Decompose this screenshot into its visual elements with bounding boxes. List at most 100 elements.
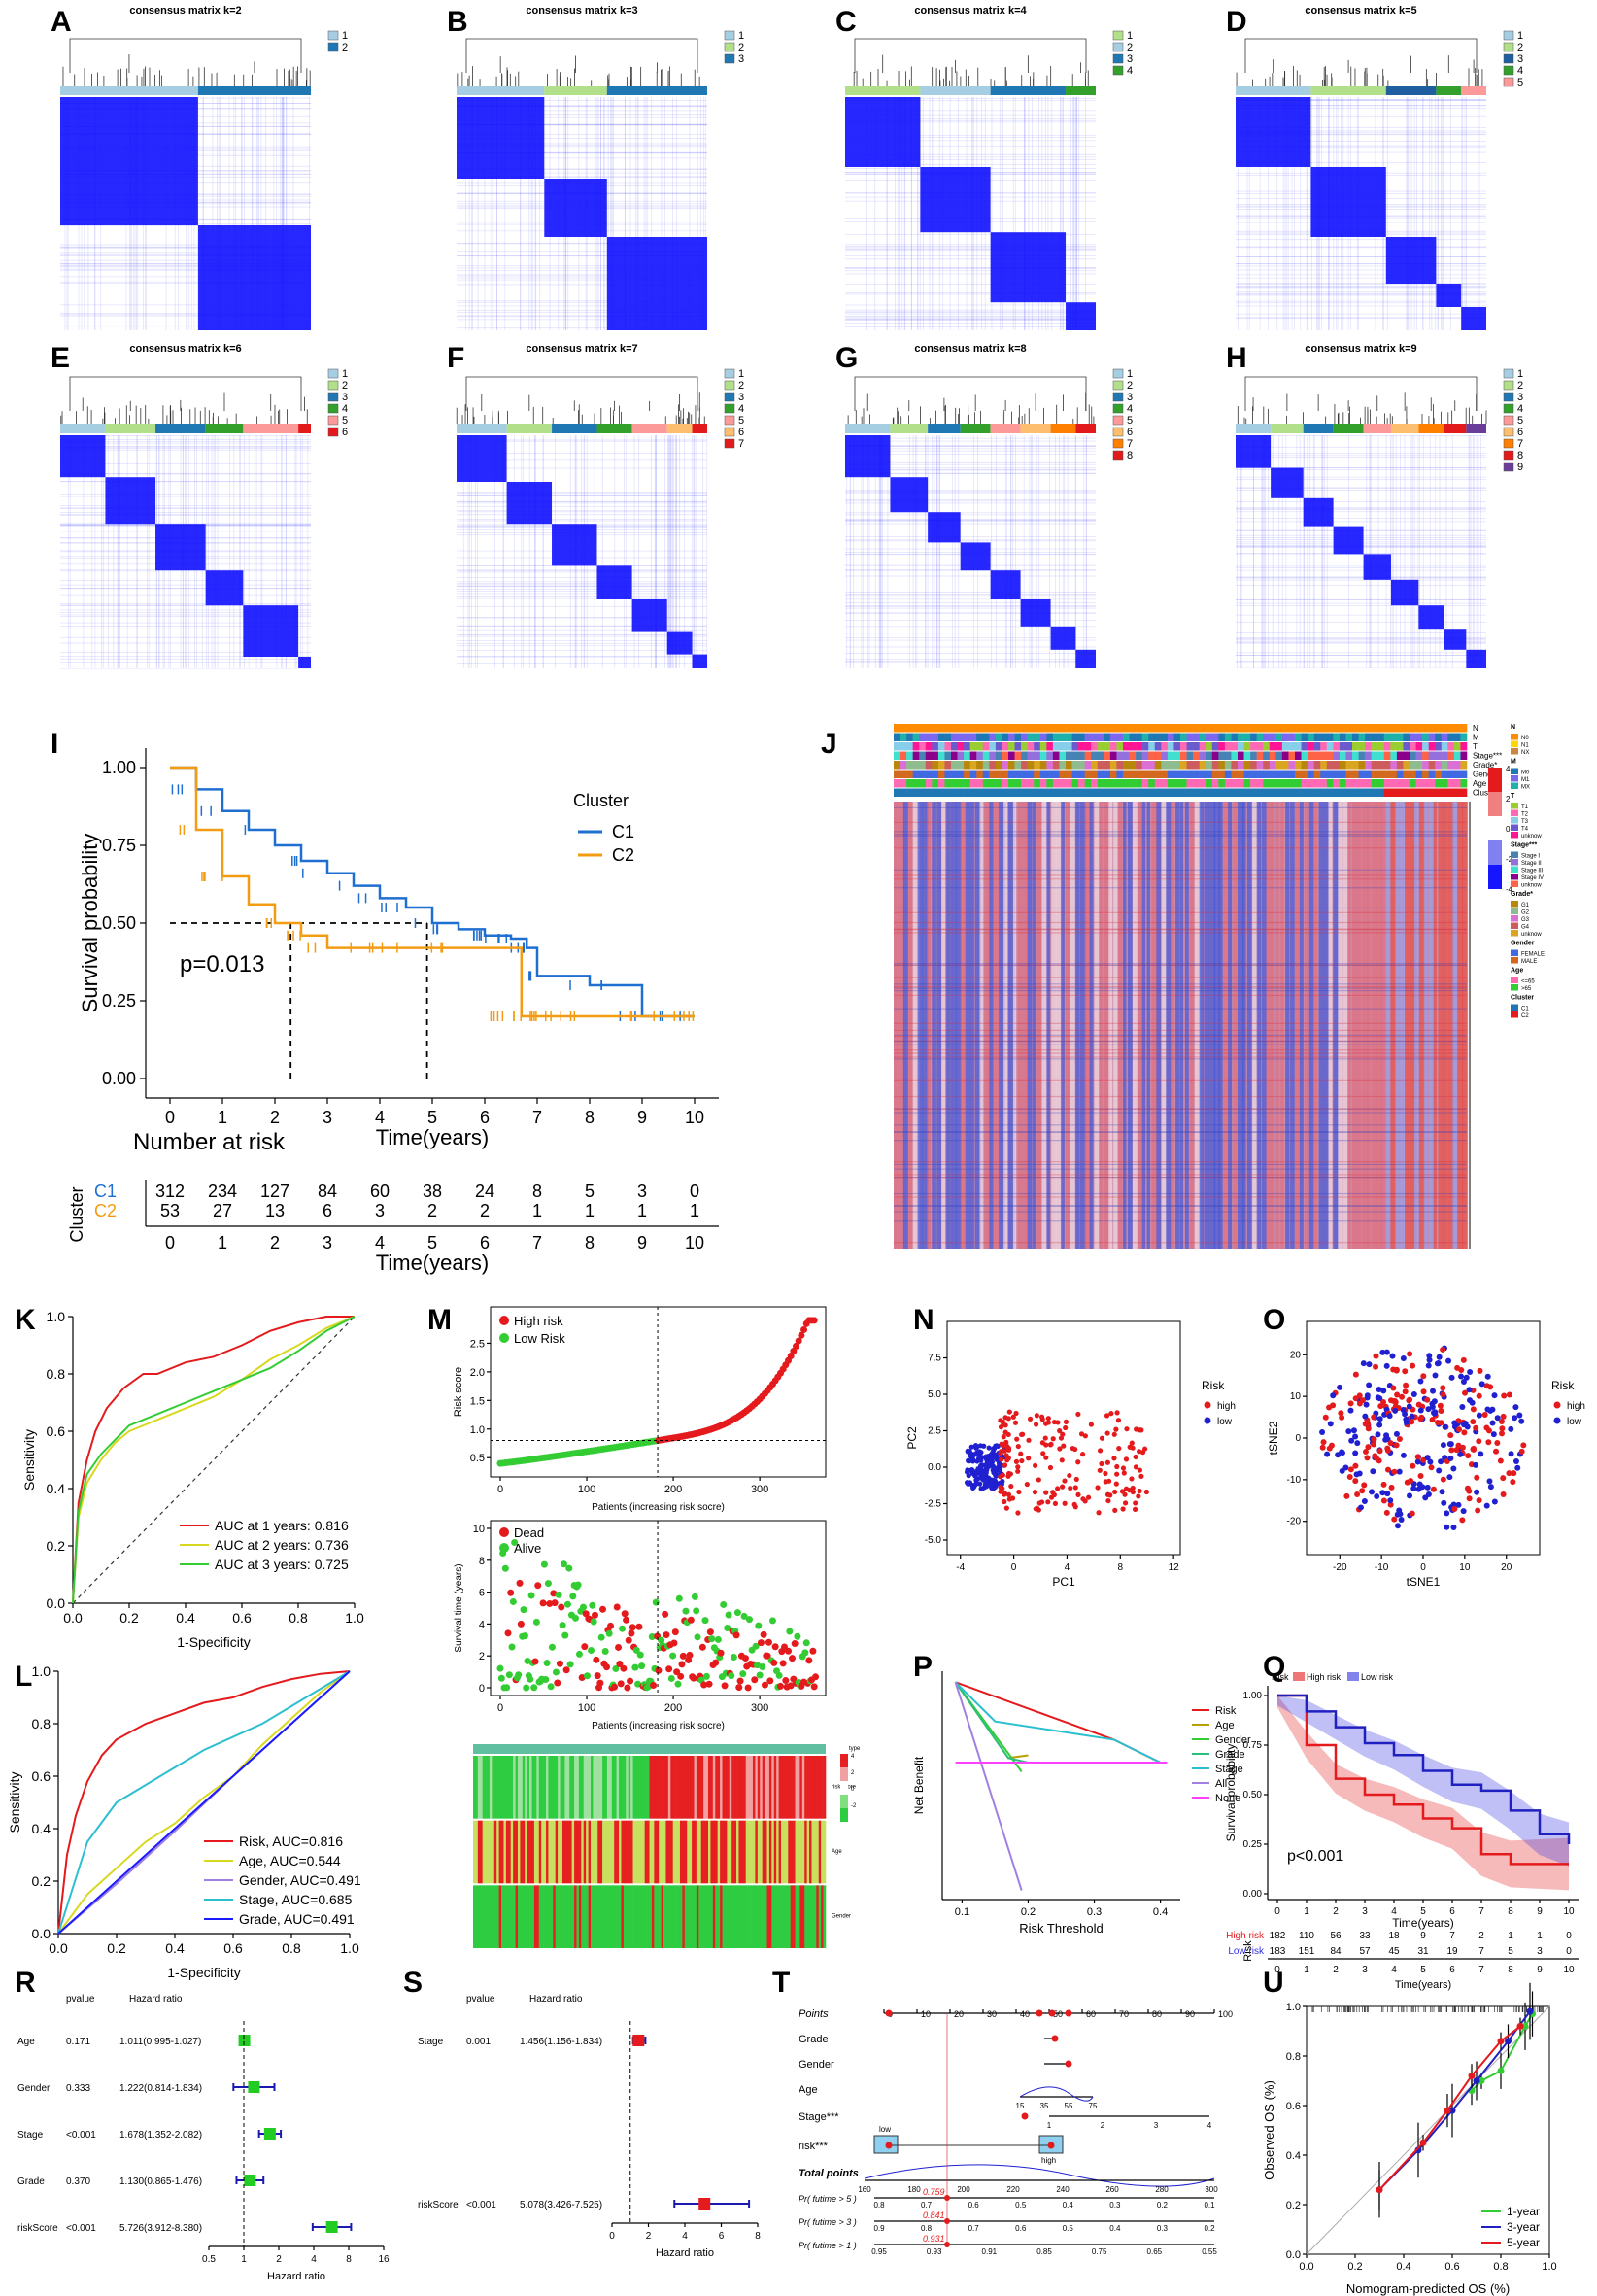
noise-line <box>845 179 1096 181</box>
tsne-point <box>1400 1407 1407 1414</box>
prob-tick-label: 0.4 <box>1109 2224 1121 2233</box>
consensus-block <box>1390 579 1419 606</box>
noise-line <box>168 435 170 668</box>
heatmap-column <box>984 802 991 1249</box>
legend-label: >65 <box>1521 986 1532 992</box>
heatmap-cell <box>766 1820 770 1884</box>
annotation-cell <box>1403 779 1410 788</box>
noise-line <box>845 569 1096 570</box>
noise-line <box>845 293 1096 295</box>
risk-value: 45 <box>1388 1946 1400 1957</box>
annotation-cell <box>1281 788 1289 797</box>
noise-line <box>457 439 707 441</box>
prob-tick-label: 0.1 <box>1204 2201 1215 2210</box>
noise-line <box>457 584 707 586</box>
tsne-point <box>1415 1401 1422 1408</box>
noise-line <box>220 97 221 330</box>
annotation-cell <box>1288 788 1296 797</box>
y-tick-label: -20 <box>1287 1517 1302 1527</box>
heatmap-row <box>894 929 1467 931</box>
annotation-cell <box>1002 770 1009 778</box>
legend-label: 5-year <box>1507 2236 1540 2249</box>
heatmap-cell <box>475 1885 479 1948</box>
annotation-cell <box>1136 788 1142 797</box>
heatmap-cell <box>515 1885 519 1948</box>
survival-point <box>613 1603 621 1611</box>
heatmap-cell <box>733 1885 737 1948</box>
tsne-point <box>1393 1442 1400 1449</box>
tsne-point <box>1460 1356 1467 1363</box>
noise-line <box>1075 97 1077 330</box>
heatmap-cell <box>564 1820 568 1884</box>
annotation-cell <box>1034 779 1041 788</box>
noise-line <box>60 148 311 150</box>
survival-point <box>634 1680 642 1688</box>
heatmap-cell <box>736 1756 739 1819</box>
survival-point <box>674 1680 682 1688</box>
heatmap-row <box>894 994 1467 996</box>
x-tick-label: 1 <box>241 2254 247 2265</box>
survival-point <box>652 1598 660 1606</box>
annotation-cell <box>1211 788 1219 797</box>
survival-point <box>547 1683 555 1691</box>
heatmap-cell <box>806 1820 810 1884</box>
dendrogram-branches <box>69 38 302 73</box>
x-tick-label: 2 <box>1333 1906 1339 1917</box>
annotation-cell <box>1002 761 1009 770</box>
annotation-cell <box>1275 751 1283 760</box>
heatmap-cell <box>505 1885 509 1948</box>
annotation-cell <box>1078 779 1085 788</box>
noise-line <box>457 203 707 205</box>
annotation-cell <box>1148 779 1156 788</box>
annotation-cell <box>1002 751 1009 760</box>
noise-line <box>880 435 881 668</box>
selected-point <box>1048 2009 1056 2017</box>
heatmap-cell <box>489 1756 493 1819</box>
x-tick-label: 3 <box>323 1108 332 1127</box>
calibration-point <box>1505 2038 1512 2045</box>
noise-line <box>78 97 80 330</box>
noise-line <box>260 97 262 330</box>
total-tick-label: 160 <box>858 2185 871 2194</box>
noise-line <box>1236 286 1486 288</box>
noise-line <box>212 97 214 330</box>
heatmap-cell <box>649 1820 653 1884</box>
pca-point-high <box>1004 1444 1010 1450</box>
noise-line <box>845 569 1096 571</box>
pca-point-high <box>1075 1411 1081 1418</box>
y-tick-label: -2.5 <box>925 1499 942 1510</box>
annotation-cell <box>1034 742 1041 751</box>
consensus-block <box>1066 302 1096 330</box>
heatmap-cell <box>679 1820 683 1884</box>
tsne-point <box>1338 1410 1344 1417</box>
risk-value: 33 <box>1359 1931 1371 1941</box>
annotation-cell <box>1288 761 1296 770</box>
noise-line <box>916 435 918 668</box>
x-tick-label: 0.0 <box>63 1610 83 1626</box>
x-tick-label: 0.1 <box>955 1906 969 1918</box>
noise-line <box>457 275 707 277</box>
tsne-point <box>1427 1458 1434 1465</box>
heatmap-cell <box>806 1756 810 1819</box>
noise-line <box>457 327 707 329</box>
survival-point <box>669 1652 677 1660</box>
scale-label: 4 <box>1506 765 1511 773</box>
noise-line <box>457 550 707 552</box>
tsne-point <box>1447 1432 1454 1439</box>
pca-point-low <box>970 1468 976 1474</box>
annotation-cell <box>1231 751 1239 760</box>
noise-line <box>1268 97 1269 330</box>
annotation-cell <box>900 742 907 751</box>
annotation-cell <box>1014 724 1022 733</box>
noise-line <box>1309 435 1311 668</box>
annotation-cell <box>1326 733 1334 741</box>
heatmap-cell <box>493 1885 497 1948</box>
y-tick-label: 8 <box>479 1556 485 1567</box>
noise-line <box>1236 534 1486 536</box>
annotation-cell <box>1218 779 1226 788</box>
nomogram-row-label: Stage*** <box>798 2111 839 2123</box>
heatmap-column <box>1113 802 1118 1249</box>
heatmap-column <box>965 802 970 1249</box>
noise-line <box>60 201 311 203</box>
noise-line <box>1410 97 1412 330</box>
